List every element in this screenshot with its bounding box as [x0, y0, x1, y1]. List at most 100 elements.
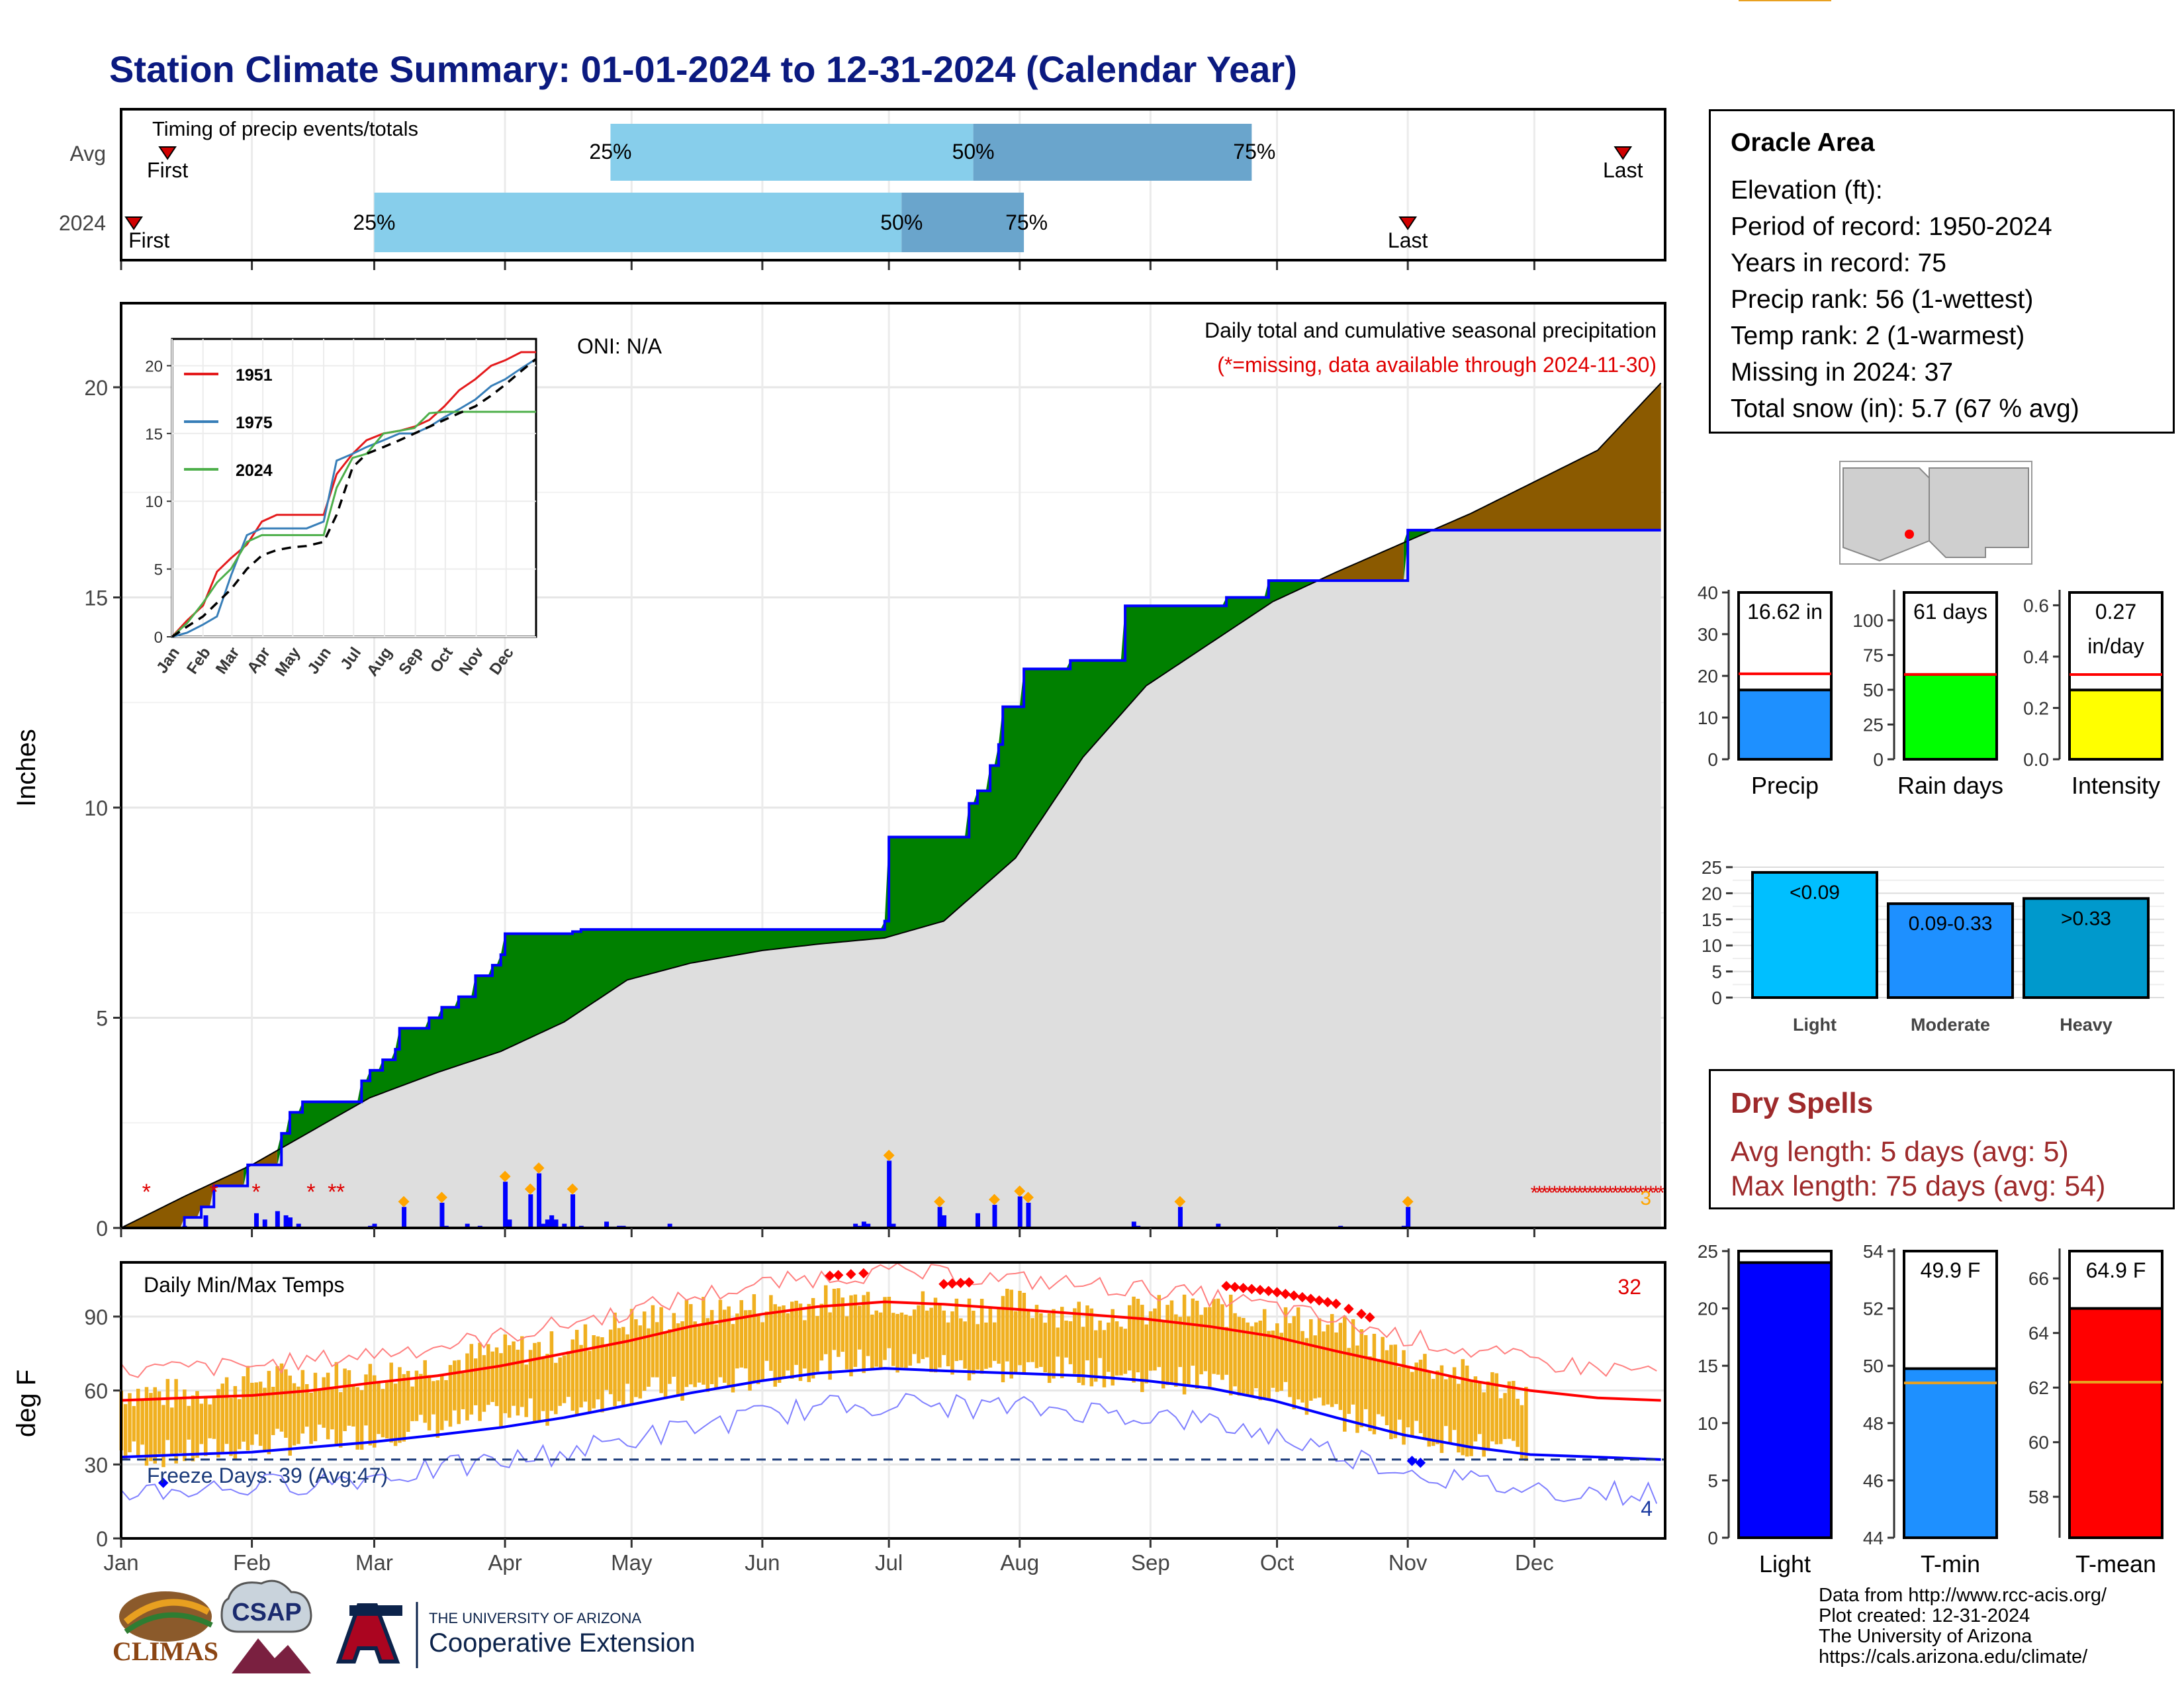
- daily-temp-bar: [570, 1339, 575, 1411]
- events-bar-light: [1751, 870, 1878, 999]
- daily-temp-bar: [183, 1389, 187, 1462]
- page-title: Station Climate Summary: 01-01-2024 to 1…: [109, 48, 1297, 90]
- timing-bar-q1q2-2024: [374, 193, 902, 252]
- daily-temp-bar: [697, 1326, 702, 1383]
- daily-temp-bar: [169, 1407, 174, 1456]
- daily-temp-bar: [764, 1311, 769, 1361]
- events-bar-label: <0.09: [1790, 882, 1840, 904]
- daily-temp-bar: [908, 1315, 912, 1366]
- daily-temp-bar: [979, 1299, 984, 1374]
- daily-temp-bar: [1153, 1308, 1157, 1371]
- daily-temp-bar: [1478, 1382, 1482, 1434]
- record-max-line: [120, 1262, 1657, 1378]
- daily-temp-bar: [853, 1294, 858, 1367]
- daily-temp-bar: [1111, 1309, 1115, 1386]
- daily-precip-bar: [667, 1223, 672, 1228]
- daily-temp-bar: [1073, 1308, 1077, 1374]
- daily-temp-bar: [1279, 1333, 1283, 1391]
- daily-precip-bar: [1406, 1207, 1411, 1228]
- station-missing: Missing in 2024: 37: [1731, 358, 1954, 387]
- daily-temp-bar: [1271, 1331, 1275, 1388]
- daily-temp-bar: [119, 1391, 123, 1450]
- small-ytick-label: 64: [2028, 1323, 2049, 1344]
- map-state-neighbor: [1929, 467, 2029, 558]
- daily-precip-bar: [861, 1221, 866, 1228]
- daily-temp-bar: [1013, 1311, 1018, 1374]
- daily-temp-bar: [642, 1311, 647, 1391]
- hot-count: 32: [1617, 1275, 1641, 1299]
- daily-temp-bar: [220, 1383, 224, 1452]
- csap-logo: CSAP: [220, 1579, 312, 1673]
- daily-temp-bar: [1452, 1367, 1457, 1430]
- legend-2024: 2024: [236, 461, 273, 480]
- daily-temp-bar: [899, 1312, 904, 1368]
- inset-ytick-label: 20: [145, 357, 163, 375]
- daily-temp-bar: [549, 1331, 554, 1411]
- inset-month-label: Mar: [212, 644, 244, 677]
- heavy-day-marker: [435, 1192, 447, 1203]
- daily-temp-bar: [1199, 1315, 1203, 1375]
- daily-temp-bar: [512, 1341, 516, 1406]
- timing-frame: [120, 108, 1666, 261]
- daily-temp-bar: [1381, 1336, 1385, 1417]
- daily-temp-bar: [1228, 1294, 1233, 1395]
- daily-temp-bar: [705, 1318, 710, 1392]
- missing-day-marker: *: [251, 1180, 260, 1205]
- month-label-sep: Sep: [1131, 1550, 1170, 1575]
- small-bar-label-t_mean: T-mean: [2075, 1550, 2156, 1577]
- avg-max-line: [120, 1300, 1661, 1402]
- avg-q25-label: 25%: [589, 140, 631, 164]
- daily-temp-bar: [338, 1392, 343, 1448]
- daily-precip-bar: [1131, 1221, 1136, 1228]
- missing-day-marker: *: [1541, 1182, 1549, 1204]
- daily-temp-bar: [326, 1372, 330, 1440]
- small-bar-value-intensity: in/day: [2087, 634, 2144, 658]
- daily-temp-bar: [254, 1382, 258, 1434]
- daily-temp-bar: [579, 1344, 583, 1408]
- daily-temp-bar: [815, 1316, 819, 1372]
- daily-temp-bar: [524, 1364, 528, 1417]
- small-bar-label-precip_events: Light: [1759, 1550, 1811, 1577]
- missing-day-marker: *: [1576, 1182, 1584, 1204]
- daily-temp-bar: [613, 1312, 617, 1407]
- missing-note: (*=missing, data available through 2024-…: [1217, 353, 1657, 377]
- daily-temp-bar: [1296, 1307, 1300, 1400]
- missing-day-marker: *: [1657, 1182, 1665, 1204]
- precip-frame: [120, 302, 1666, 1229]
- daily-temp-bar: [1052, 1309, 1056, 1379]
- daily-temp-bar: [1292, 1316, 1297, 1409]
- inset-ytick-label: 15: [145, 426, 163, 444]
- daily-temp-bar: [1093, 1330, 1098, 1382]
- daily-temp-bar: [284, 1369, 288, 1438]
- daily-temp-bar: [157, 1391, 161, 1454]
- daily-temp-bar: [739, 1300, 744, 1368]
- daily-temp-bar: [389, 1362, 393, 1443]
- small-ytick-label: 52: [1863, 1299, 1884, 1319]
- daily-precip-bar: [402, 1207, 407, 1228]
- station-years: Years in record: 75: [1731, 249, 1946, 277]
- missing-day-marker: *: [1637, 1182, 1645, 1204]
- daily-temp-bar: [1182, 1294, 1187, 1395]
- station-snow: Total snow (in): 5.7 (67 % avg): [1731, 395, 2079, 423]
- daily-temp-bar: [1140, 1305, 1144, 1392]
- daily-temp-bar: [1439, 1365, 1444, 1453]
- timing-row-avg: Avg: [69, 142, 106, 165]
- inset-month-label: Nov: [455, 643, 487, 679]
- small-bar-precip_events: [1737, 1261, 1833, 1539]
- daily-temp-bar: [1469, 1381, 1473, 1456]
- daily-temp-bar: [1347, 1348, 1351, 1414]
- daily-temp-bar: [1372, 1333, 1377, 1434]
- daily-temp-bar: [1503, 1393, 1507, 1439]
- last-marker-2024: [1398, 216, 1418, 230]
- daily-temp-bar: [1275, 1323, 1279, 1392]
- daily-temp-bar: [596, 1336, 600, 1400]
- record-high-marker: [1356, 1309, 1367, 1319]
- month-label-jul: Jul: [875, 1550, 903, 1575]
- small-bar-frame: [1903, 1250, 1998, 1539]
- daily-temp-bar: [1233, 1313, 1237, 1387]
- daily-temp-bar: [457, 1360, 461, 1425]
- record-high-marker: [1238, 1282, 1249, 1293]
- daily-temp-bar: [161, 1405, 165, 1468]
- daily-temp-bar: [1195, 1300, 1199, 1389]
- daily-temp-bar: [406, 1371, 410, 1432]
